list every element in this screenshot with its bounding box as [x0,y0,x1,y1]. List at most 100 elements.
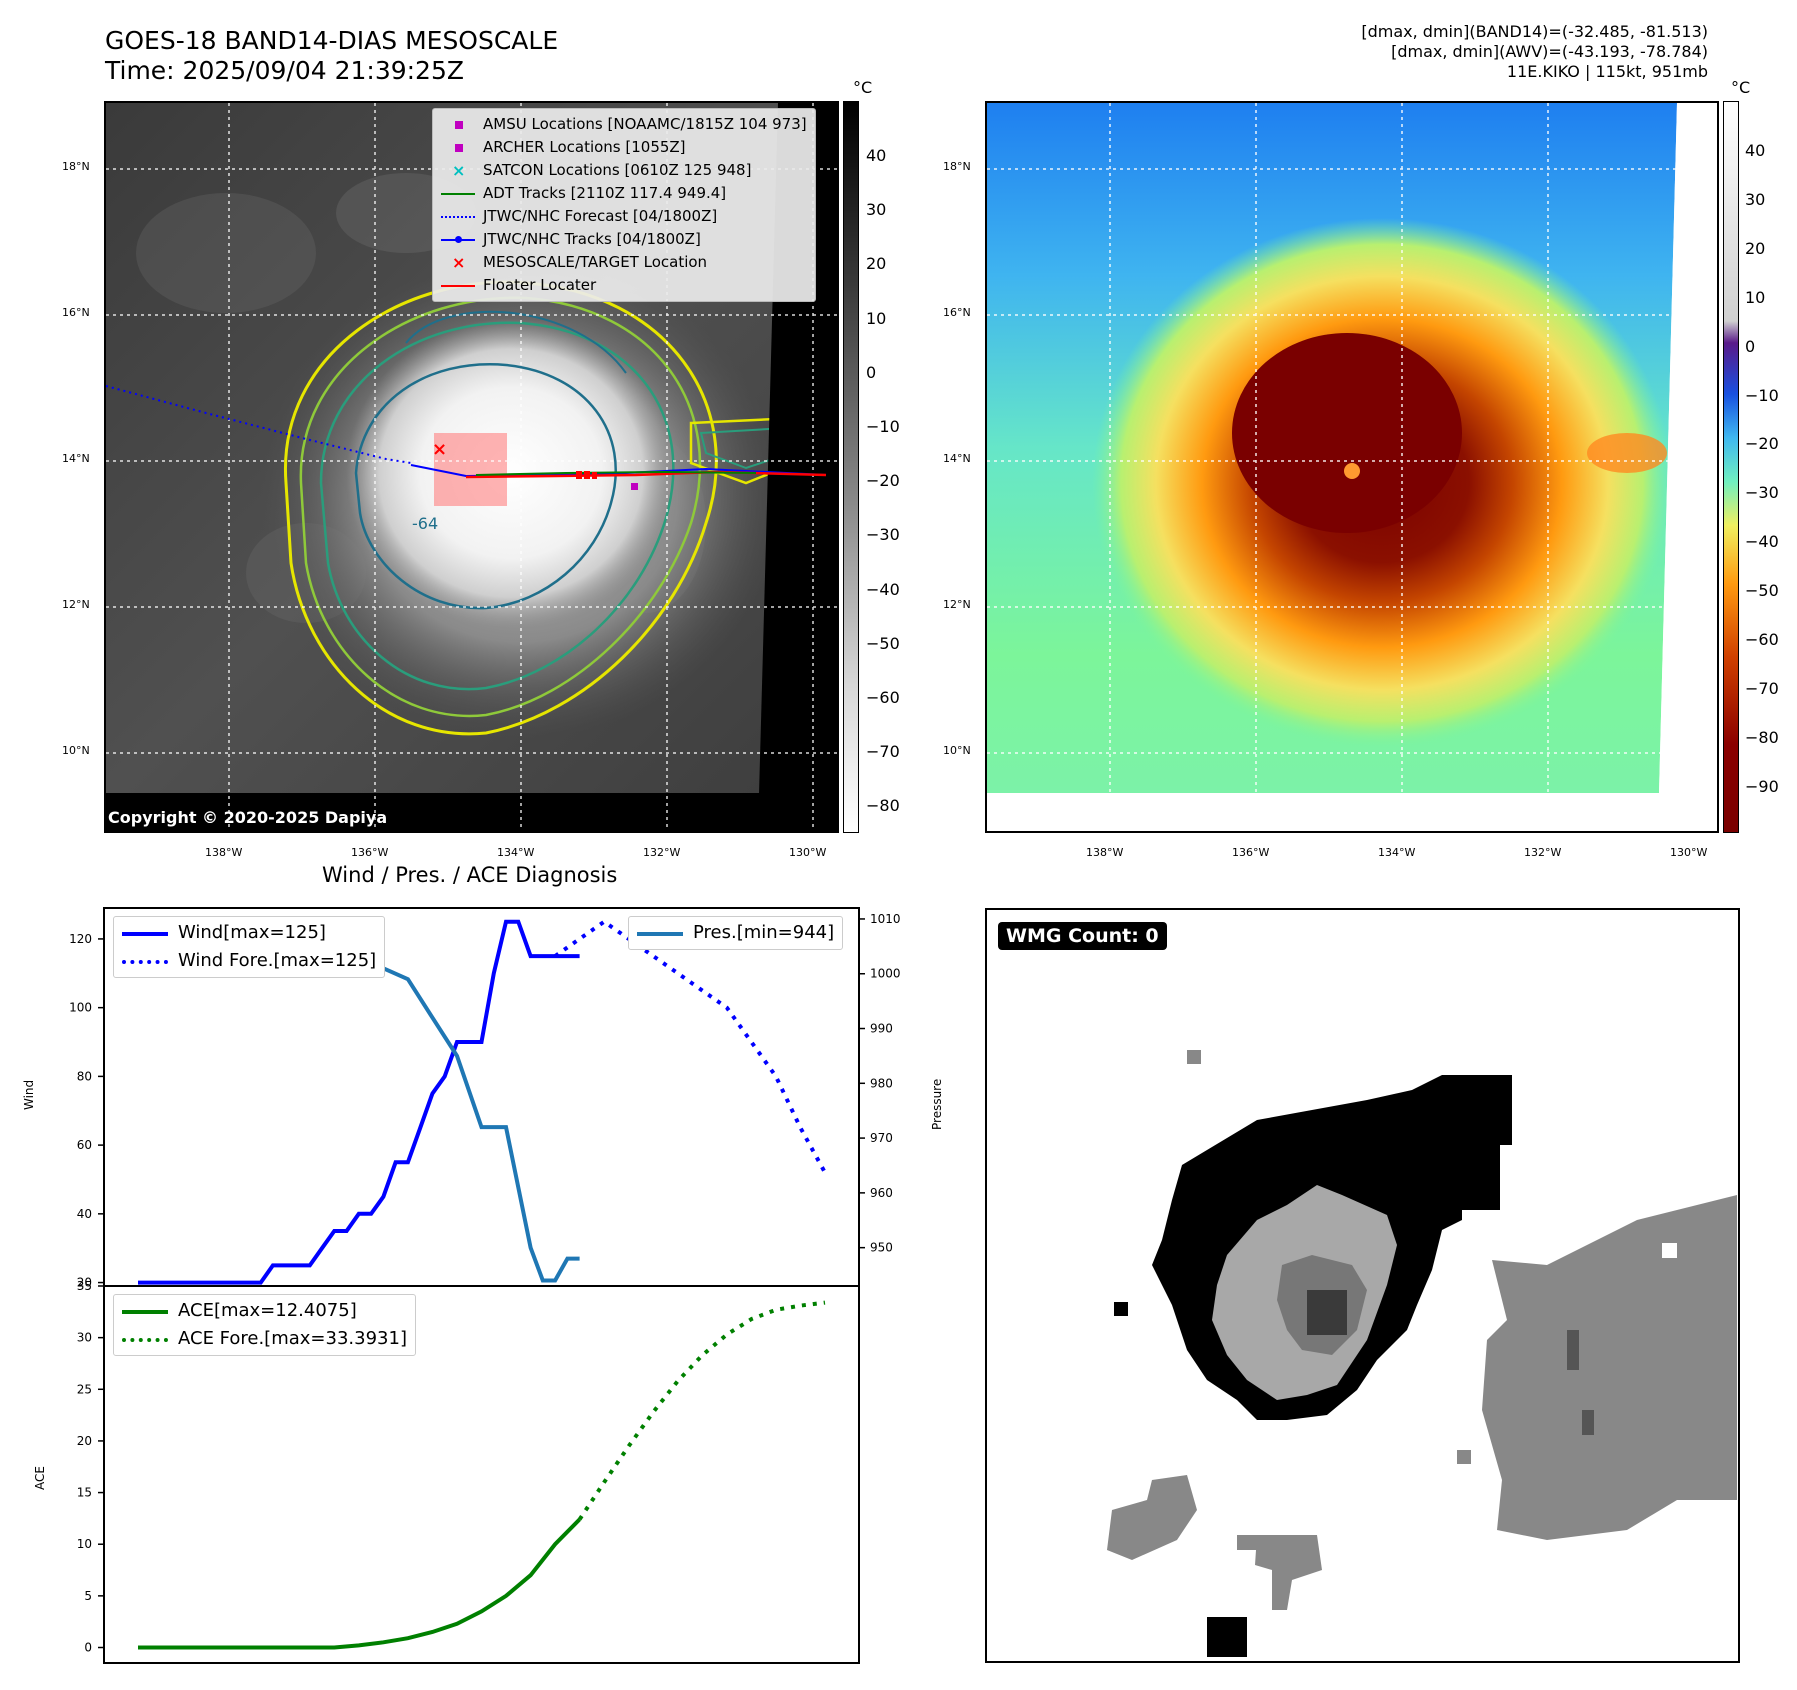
x-marker-icon: × [452,252,466,272]
colorbar-tick-label: 40 [1745,141,1766,160]
colorbar-tick-label: 10 [1745,287,1766,307]
dotted-line-icon [122,1330,168,1348]
longitude-label: 132°W [643,846,681,859]
solid-line-icon [637,924,683,942]
legend-wind-fore: Wind Fore.[max=125] [122,947,376,975]
ir-legend-item: JTWC/NHC Forecast [04/1800Z] [441,205,807,228]
line-dot-icon [441,232,475,248]
latitude-label: 18°N [62,160,90,173]
latitude-label: 16°N [943,306,971,319]
colorbar-tick-label: −30 [866,525,900,545]
x-marker-icon: × [452,160,466,180]
colorbar-tick-label: −90 [1745,776,1779,796]
colorbar-tick-label: −10 [866,417,900,436]
longitude-label: 134°W [1378,846,1416,859]
dotted-line-icon [122,952,168,970]
colorbar-tick-label: −50 [866,633,900,653]
legend-pressure-label: Pres.[min=944] [693,922,835,943]
tick-label: 5 [84,1589,92,1603]
tick-label: 20 [77,1276,92,1290]
tick-label: 60 [77,1138,92,1152]
ace-axis-label: ACE [33,1466,47,1490]
wind-forecast-series-line [553,919,827,1174]
legend-wind-fore-label: Wind Fore.[max=125] [178,950,377,971]
latitude-label: 16°N [62,306,90,319]
colorbar-tick-label: 40 [866,146,887,165]
colorbar-tick-label: 0 [1745,336,1756,356]
colorbar-tick-label: −70 [1745,678,1779,698]
ir-legend-label: Floater Locater [483,276,597,294]
pressure-legend: Pres.[min=944] [628,916,844,950]
colorbar-tick-label: −20 [1745,434,1779,454]
floater-box [434,433,507,506]
diagnosis-title: Wind / Pres. / ACE Diagnosis [322,863,618,887]
dotted-line-icon [441,209,475,225]
legend-pressure: Pres.[min=944] [637,919,834,947]
amsu-marker [631,483,638,490]
solid-line-icon [122,924,168,942]
colorbar-tick-label: 20 [1745,238,1766,258]
adt-track [475,470,757,476]
ir-legend-item: ADT Tracks [2110Z 117.4 949.4] [441,182,807,205]
best-track [410,464,827,478]
contour-label: -64 [412,514,438,533]
longitude-label: 132°W [1524,846,1562,859]
colorbar-tick-label: −40 [1745,532,1779,552]
square-marker-icon [441,140,475,156]
enhanced-colorbar [1723,101,1739,833]
tick-label: 20 [77,1434,92,1448]
longitude-label: 130°W [1670,846,1708,859]
tick-label: 1010 [870,912,901,926]
tick-label: 980 [870,1076,893,1090]
wmg-grid [1107,1050,1737,1657]
enhanced-ir-image [987,103,1717,831]
legend-wind: Wind[max=125] [122,919,376,947]
ir-legend-item: JTWC/NHC Tracks [04/1800Z] [441,228,807,251]
longitude-label: 136°W [351,846,389,859]
longitude-label: 138°W [205,846,243,859]
legend-wind-label: Wind[max=125] [178,922,326,943]
tick-label: 970 [870,1131,893,1145]
ace-series-line [138,1517,582,1650]
colorbar-tick-label: −50 [1745,581,1779,601]
colorbar-tick-label: 20 [866,254,887,274]
band14-range: [dmax, dmin](BAND14)=(-32.485, -81.513) [1361,22,1708,41]
ir-legend-item: × SATCON Locations [0610Z 125 948] [441,159,807,182]
colorbar-tick-label: −80 [1745,727,1779,747]
figure-time: Time: 2025/09/04 21:39:25Z [105,56,464,85]
legend-ace-fore-label: ACE Fore.[max=33.3931] [178,1328,407,1349]
ir-legend-item: × MESOSCALE/TARGET Location [441,251,807,274]
longitude-label: 136°W [1232,846,1270,859]
latitude-label: 12°N [943,598,971,611]
tick-label: 990 [870,1022,893,1036]
ir-legend-label: ARCHER Locations [1055Z] [483,138,686,156]
colorbar-tick-label: −20 [866,471,900,491]
latitude-label: 12°N [62,598,90,611]
ir-legend-item: AMSU Locations [NOAAMC/1815Z 104 973] [441,113,807,136]
colorbar-tick-label: 10 [866,308,887,328]
tick-label: 960 [870,1186,893,1200]
solid-line-icon [441,186,475,202]
storm-info: 11E.KIKO | 115kt, 951mb [1506,62,1708,81]
colorbar-tick-label: −70 [866,742,900,762]
ace-forecast-series-line [577,1300,826,1521]
tick-label: 0 [84,1641,92,1655]
legend-ace-label: ACE[max=12.4075] [178,1300,357,1321]
latitude-label: 14°N [62,452,90,465]
ir-colorbar-ticks: 40 30 20 10 0 −10 −20 −30 −40 −50 −60 −70 −80 [866,101,916,833]
ir-legend-label: MESOSCALE/TARGET Location [483,253,708,271]
colorbar-tick-label: −60 [1745,630,1779,649]
awv-range: [dmax, dmin](AWV)=(-43.193, -78.784) [1391,42,1708,61]
latitude-label: 18°N [943,160,971,173]
longitude-label: 130°W [789,846,827,859]
ir-legend-label: ADT Tracks [2110Z 117.4 949.4] [483,184,727,202]
tick-label: 25 [77,1382,92,1396]
enhanced-colorbar-unit: °C [1731,78,1751,97]
tick-label: 80 [77,1069,92,1083]
ir-legend-label: JTWC/NHC Tracks [04/1800Z] [483,230,701,248]
ace-legend: ACE[max=12.4075] ACE Fore.[max=33.3931] [113,1294,416,1356]
colorbar-tick-label: 30 [866,200,887,220]
intensity-info: [dmax, dmin](BAND14)=(-32.485, -81.513) … [1008,22,1708,82]
legend-ace: ACE[max=12.4075] [122,1297,407,1325]
latitude-label: 10°N [943,744,971,757]
